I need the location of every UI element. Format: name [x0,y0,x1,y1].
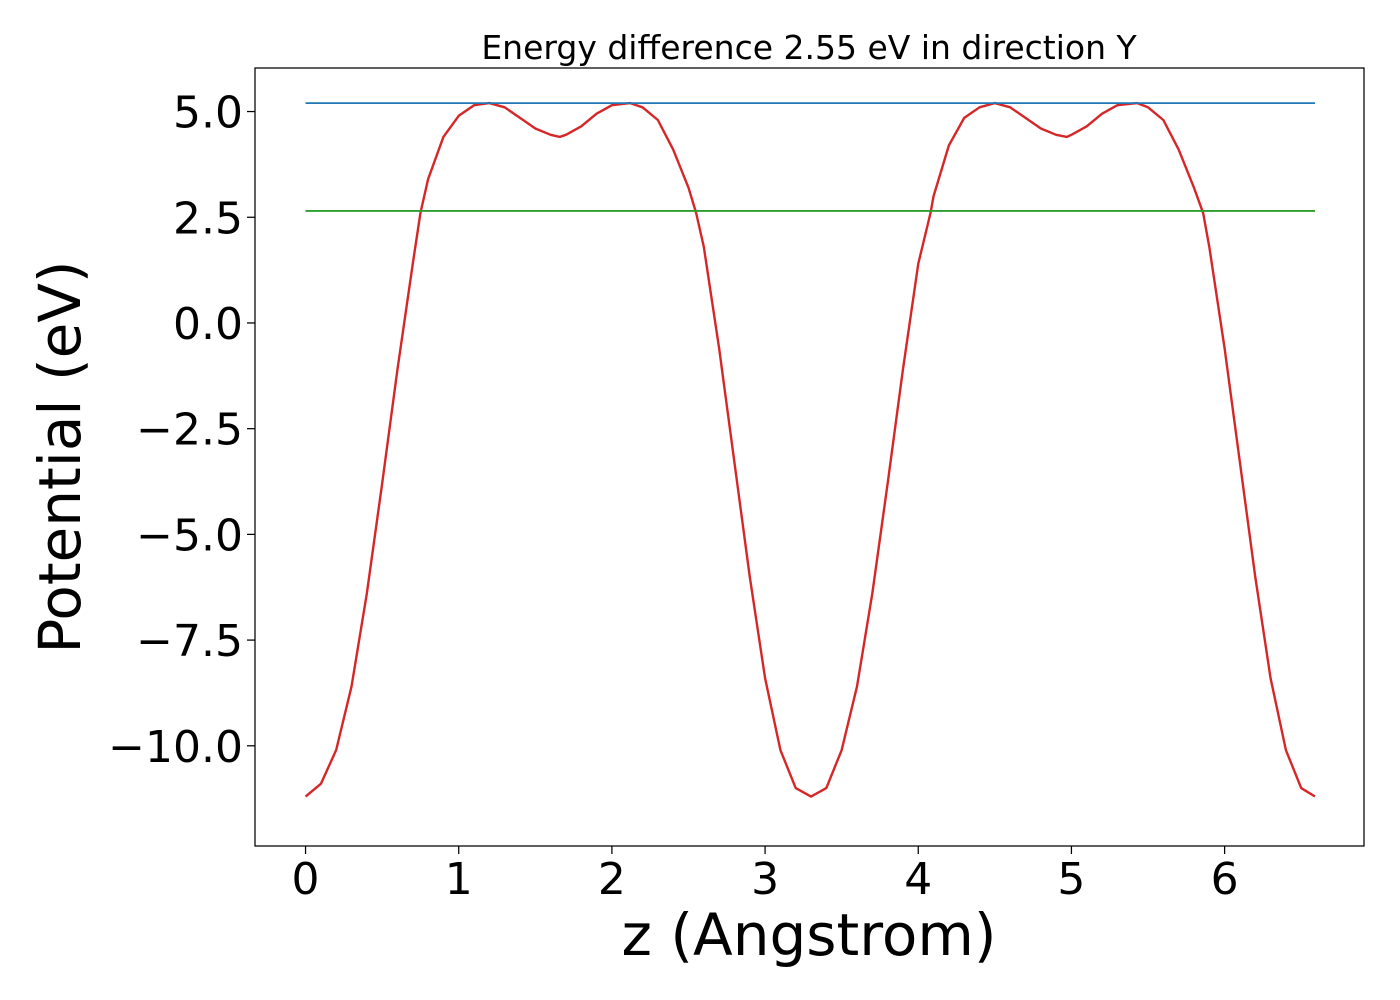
y-tick-label: −7.5 [136,616,243,667]
y-tick-label: −10.0 [108,722,243,773]
x-tick-label: 3 [751,854,779,905]
y-tick-label: 5.0 [173,88,243,139]
axes-frame [254,67,1365,847]
x-tick-label: 5 [1057,854,1085,905]
x-axis: 0 1 2 3 4 5 6 [292,846,1239,905]
y-axis-label: Potential (eV) [26,260,94,653]
x-axis-label: z (Angstrom) [622,901,997,969]
plot-area [304,101,1316,798]
y-tick-label: 0.0 [173,299,243,350]
x-tick-label: 0 [292,854,320,905]
potential-curve [304,101,1316,798]
chart-title: Energy difference 2.55 eV in direction Y [481,28,1137,67]
x-tick-label: 4 [904,854,932,905]
y-tick-label: −5.0 [136,510,243,561]
x-tick-label: 6 [1211,854,1239,905]
y-tick-label: −2.5 [136,405,243,456]
y-tick-label: 2.5 [173,193,243,244]
x-tick-label: 1 [445,854,473,905]
y-axis: 5.0 2.5 0.0 −2.5 −5.0 −7.5 −10.0 [108,88,255,773]
x-tick-label: 2 [598,854,626,905]
